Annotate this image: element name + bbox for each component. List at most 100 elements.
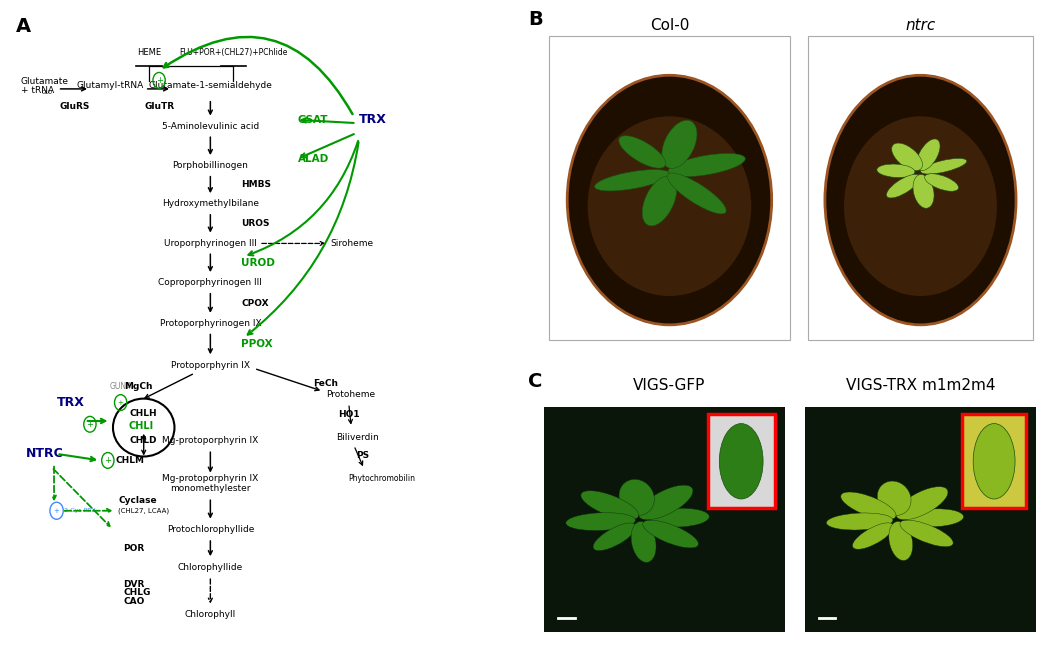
Text: Phytochromobilin: Phytochromobilin <box>348 474 415 482</box>
Ellipse shape <box>895 486 948 520</box>
Ellipse shape <box>925 174 958 191</box>
Ellipse shape <box>913 174 934 208</box>
Text: UROS: UROS <box>241 219 270 228</box>
Text: Chlorophyll: Chlorophyll <box>185 611 236 619</box>
Text: C: C <box>528 372 543 391</box>
Ellipse shape <box>844 116 997 296</box>
Text: +: + <box>156 76 162 85</box>
Text: Protoheme: Protoheme <box>325 390 374 399</box>
Text: DVR: DVR <box>123 580 144 589</box>
Text: Glutamyl-tRNA: Glutamyl-tRNA <box>76 81 144 90</box>
Text: HMBS: HMBS <box>241 180 271 189</box>
Ellipse shape <box>916 139 940 170</box>
Text: Protoporphyrin IX: Protoporphyrin IX <box>170 360 250 370</box>
Text: Mg-protoporphyrin IX: Mg-protoporphyrin IX <box>162 474 258 483</box>
Ellipse shape <box>900 520 953 547</box>
Ellipse shape <box>891 143 923 170</box>
Text: ntrc: ntrc <box>906 17 935 33</box>
Ellipse shape <box>662 120 697 168</box>
Text: Cyclase: Cyclase <box>118 497 157 505</box>
Bar <box>962 414 1026 509</box>
Bar <box>707 414 775 509</box>
Ellipse shape <box>877 164 915 178</box>
Text: GSAT: GSAT <box>297 115 328 125</box>
Text: CHLH: CHLH <box>130 409 158 417</box>
Text: ALAD: ALAD <box>297 154 328 164</box>
Text: HEME: HEME <box>137 48 161 57</box>
Text: CPOX: CPOX <box>241 299 269 308</box>
Ellipse shape <box>668 154 745 176</box>
Text: PPOX: PPOX <box>241 340 273 350</box>
Text: POR: POR <box>123 544 144 553</box>
Text: +: + <box>118 399 123 405</box>
Text: Porphobillinogen: Porphobillinogen <box>173 161 248 170</box>
Text: +: + <box>87 420 93 429</box>
Text: monomethylester: monomethylester <box>170 484 251 493</box>
Ellipse shape <box>720 423 764 499</box>
Ellipse shape <box>631 521 656 562</box>
Ellipse shape <box>588 116 751 296</box>
Text: CHLM: CHLM <box>115 456 144 465</box>
Text: FLU+POR+(CHL27)+PChlide: FLU+POR+(CHL27)+PChlide <box>179 48 288 57</box>
Text: MgCh: MgCh <box>124 382 153 391</box>
Text: Glutamate-1-semialdehyde: Glutamate-1-semialdehyde <box>149 81 272 90</box>
Ellipse shape <box>886 174 920 198</box>
Ellipse shape <box>667 173 726 214</box>
Text: B: B <box>528 10 543 30</box>
Text: CHLD: CHLD <box>130 436 158 446</box>
Text: +: + <box>105 456 111 465</box>
Text: UROD: UROD <box>241 258 275 268</box>
Ellipse shape <box>567 75 772 325</box>
Text: Protoporphyrinogen IX: Protoporphyrinogen IX <box>160 319 262 328</box>
Text: HO1: HO1 <box>339 410 360 419</box>
Ellipse shape <box>642 176 677 226</box>
Bar <box>549 36 790 340</box>
Bar <box>805 407 1036 632</box>
Text: Glutamate: Glutamate <box>21 76 69 85</box>
Text: FeCh: FeCh <box>313 379 338 388</box>
Ellipse shape <box>841 492 896 520</box>
Text: Siroheme: Siroheme <box>331 239 373 248</box>
Text: +: + <box>53 508 60 514</box>
Ellipse shape <box>619 136 665 168</box>
Text: Chlorophyllide: Chlorophyllide <box>178 563 243 572</box>
Ellipse shape <box>593 523 636 551</box>
Text: Mg-protoporphyrin IX: Mg-protoporphyrin IX <box>162 436 258 446</box>
Text: TRX: TRX <box>359 113 387 126</box>
Text: Hydroxymethylbilane: Hydroxymethylbilane <box>162 199 258 209</box>
Text: Biliverdin: Biliverdin <box>336 433 379 442</box>
Text: Col-0: Col-0 <box>650 17 689 33</box>
Ellipse shape <box>907 509 963 527</box>
Text: CHLI: CHLI <box>129 421 154 431</box>
Bar <box>544 407 784 632</box>
Text: CHLG: CHLG <box>123 588 151 597</box>
Ellipse shape <box>638 485 692 520</box>
Text: Coproporphyrinogen III: Coproporphyrinogen III <box>158 278 263 287</box>
Text: GUN4: GUN4 <box>110 382 132 391</box>
Text: A: A <box>16 17 30 36</box>
Ellipse shape <box>651 509 709 527</box>
Text: NTRC: NTRC <box>26 448 64 460</box>
Text: GluTR: GluTR <box>144 102 175 111</box>
Ellipse shape <box>581 491 639 520</box>
Ellipse shape <box>566 513 635 531</box>
Text: Uroporphyrinogen III: Uroporphyrinogen III <box>164 239 256 248</box>
Bar <box>809 36 1033 340</box>
Ellipse shape <box>826 513 893 530</box>
Ellipse shape <box>825 75 1016 325</box>
Ellipse shape <box>973 423 1015 499</box>
Text: VIGS-GFP: VIGS-GFP <box>633 378 706 393</box>
Ellipse shape <box>920 158 967 174</box>
Text: + tRNA: + tRNA <box>21 86 53 95</box>
Ellipse shape <box>889 521 913 560</box>
Ellipse shape <box>642 520 699 548</box>
Text: TRX: TRX <box>56 396 85 409</box>
Text: GluRS: GluRS <box>60 102 90 111</box>
Text: 2-Cys PRX: 2-Cys PRX <box>64 508 96 513</box>
Ellipse shape <box>878 481 911 515</box>
Text: VIGS-TRX m1m2m4: VIGS-TRX m1m2m4 <box>846 378 995 393</box>
Text: Protochlorophyllide: Protochlorophyllide <box>166 525 254 534</box>
Ellipse shape <box>852 523 893 550</box>
Text: (CHL27, LCAA): (CHL27, LCAA) <box>118 507 169 514</box>
Ellipse shape <box>619 479 655 515</box>
